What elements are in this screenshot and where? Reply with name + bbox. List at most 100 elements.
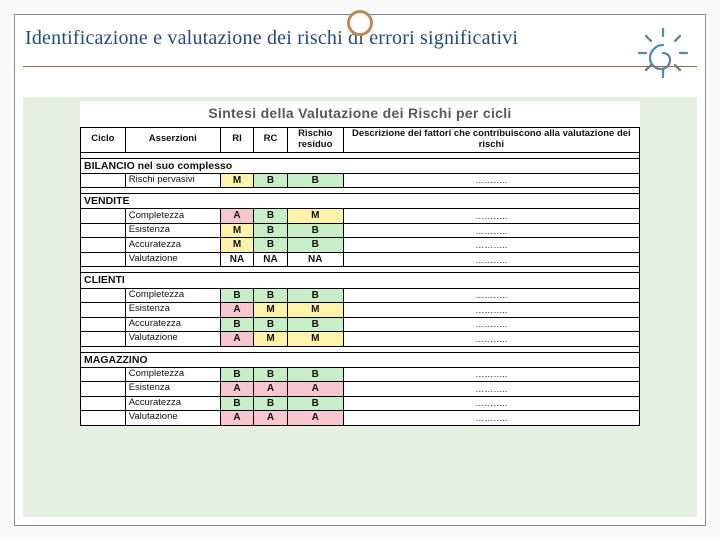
section-header: MAGAZZINO (81, 352, 640, 367)
cell-ri: M (220, 223, 254, 238)
cell-ri: M (220, 238, 254, 253)
table-header-row: Ciclo Asserzioni RI RC Rischio residuo D… (81, 128, 640, 153)
table-row: EsistenzaAMM……….. (81, 303, 640, 318)
cell-assertion: Completezza (125, 367, 220, 382)
cell-descrizione: ……….. (343, 288, 639, 303)
cell-res: B (287, 238, 343, 253)
cell-rc: B (254, 238, 288, 253)
section-header: VENDITE (81, 194, 640, 209)
cell-res: M (287, 303, 343, 318)
cell-ciclo (81, 303, 126, 318)
cell-ciclo (81, 367, 126, 382)
title-bar: Identificazione e valutazione dei rischi… (23, 23, 697, 83)
cell-assertion: Accuratezza (125, 396, 220, 411)
table-row: ValutazioneAAA……….. (81, 411, 640, 426)
cell-ri: A (220, 332, 254, 347)
cell-assertion: Valutazione (125, 411, 220, 426)
cell-ciclo (81, 252, 126, 267)
cell-rc: B (254, 223, 288, 238)
th-residuo: Rischio residuo (287, 128, 343, 153)
table-container: Sintesi della Valutazione dei Rischi per… (80, 101, 640, 426)
th-ri: RI (220, 128, 254, 153)
cell-rc: B (254, 288, 288, 303)
cell-rc: B (254, 209, 288, 224)
cell-ciclo (81, 382, 126, 397)
cell-assertion: Completezza (125, 209, 220, 224)
cell-assertion: Valutazione (125, 332, 220, 347)
cell-res: B (287, 223, 343, 238)
cell-assertion: Rischi pervasivi (125, 173, 220, 188)
th-rc: RC (254, 128, 288, 153)
cell-res: B (287, 396, 343, 411)
cell-res: B (287, 317, 343, 332)
cell-ri: B (220, 288, 254, 303)
table-title: Sintesi della Valutazione dei Rischi per… (80, 101, 640, 127)
cell-assertion: Accuratezza (125, 317, 220, 332)
title-divider (23, 66, 697, 67)
th-asserzioni: Asserzioni (125, 128, 220, 153)
cell-res: B (287, 367, 343, 382)
cell-descrizione: ……….. (343, 367, 639, 382)
cell-rc: M (254, 303, 288, 318)
table-row: Rischi pervasiviMBB……….. (81, 173, 640, 188)
cell-descrizione: ……….. (343, 396, 639, 411)
table-row: CompletezzaBBB……….. (81, 288, 640, 303)
cell-res: A (287, 411, 343, 426)
table-row: AccuratezzaMBB……….. (81, 238, 640, 253)
cell-ri: B (220, 396, 254, 411)
cell-assertion: Valutazione (125, 252, 220, 267)
cell-descrizione: ……….. (343, 332, 639, 347)
cell-descrizione: ……….. (343, 382, 639, 397)
cell-assertion: Esistenza (125, 303, 220, 318)
cell-descrizione: ……….. (343, 223, 639, 238)
cell-rc: A (254, 411, 288, 426)
cell-descrizione: ……….. (343, 209, 639, 224)
th-descrizione: Descrizione dei fattori che contribuisco… (343, 128, 639, 153)
cell-ri: B (220, 367, 254, 382)
cell-assertion: Esistenza (125, 382, 220, 397)
cell-ciclo (81, 396, 126, 411)
section-header: CLIENTI (81, 273, 640, 288)
cell-ri: NA (220, 252, 254, 267)
cell-res: B (287, 288, 343, 303)
th-ciclo: Ciclo (81, 128, 126, 153)
risk-table: Ciclo Asserzioni RI RC Rischio residuo D… (80, 127, 640, 426)
cell-res: M (287, 332, 343, 347)
cell-descrizione: ……….. (343, 173, 639, 188)
content-area: Sintesi della Valutazione dei Rischi per… (23, 97, 697, 517)
cell-ciclo (81, 209, 126, 224)
cell-rc: A (254, 382, 288, 397)
cell-res: M (287, 209, 343, 224)
cell-ciclo (81, 332, 126, 347)
table-row: ValutazioneNANANA……….. (81, 252, 640, 267)
cell-descrizione: ……….. (343, 303, 639, 318)
cell-ciclo (81, 223, 126, 238)
cell-ri: A (220, 411, 254, 426)
page-frame: Identificazione e valutazione dei rischi… (14, 14, 706, 526)
table-row: CompletezzaABM……….. (81, 209, 640, 224)
divider-circle-icon (347, 10, 373, 36)
cell-descrizione: ……….. (343, 238, 639, 253)
cell-ri: M (220, 173, 254, 188)
cell-rc: B (254, 317, 288, 332)
cell-rc: NA (254, 252, 288, 267)
cell-descrizione: ……….. (343, 252, 639, 267)
cell-descrizione: ……….. (343, 411, 639, 426)
cell-descrizione: ……….. (343, 317, 639, 332)
cell-ri: B (220, 317, 254, 332)
cell-rc: M (254, 332, 288, 347)
cell-ciclo (81, 288, 126, 303)
cell-ri: A (220, 303, 254, 318)
table-row: CompletezzaBBB……….. (81, 367, 640, 382)
table-row: EsistenzaAAA……….. (81, 382, 640, 397)
sun-spiral-icon (635, 25, 691, 81)
cell-res: A (287, 382, 343, 397)
cell-ciclo (81, 173, 126, 188)
cell-assertion: Completezza (125, 288, 220, 303)
cell-res: NA (287, 252, 343, 267)
cell-rc: B (254, 396, 288, 411)
cell-res: B (287, 173, 343, 188)
table-row: AccuratezzaBBB……….. (81, 317, 640, 332)
cell-rc: B (254, 367, 288, 382)
cell-rc: B (254, 173, 288, 188)
